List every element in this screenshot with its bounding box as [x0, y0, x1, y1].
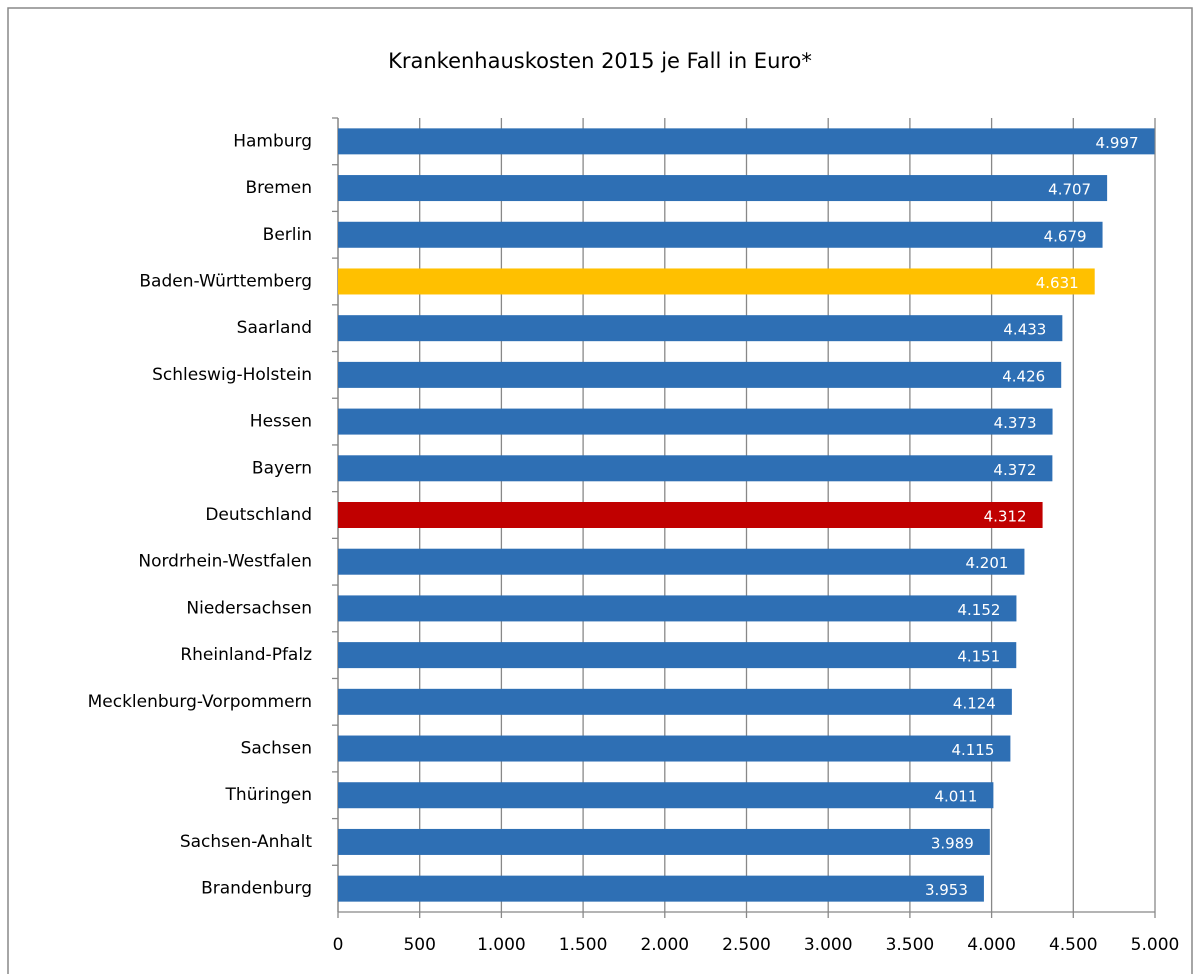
chart-frame — [7, 7, 1193, 974]
y-tick-label: Thüringen — [225, 785, 312, 805]
y-tick-label: Sachsen — [241, 739, 312, 759]
x-tick-label: 3.500 — [886, 935, 935, 955]
value-label: 4.151 — [957, 648, 1000, 666]
bar — [338, 361, 1062, 388]
y-tick-label: Berlin — [263, 225, 312, 245]
x-tick-label: 2.000 — [640, 935, 689, 955]
y-tick-label: Rheinland-Pfalz — [180, 645, 312, 665]
bar — [338, 128, 1155, 155]
bar — [338, 408, 1053, 435]
value-label: 3.953 — [925, 881, 968, 899]
bar — [338, 642, 1017, 669]
value-label: 4.426 — [1002, 367, 1045, 385]
y-tick-label: Schleswig-Holstein — [152, 365, 312, 385]
y-tick-label: Nordrhein-Westfalen — [138, 552, 312, 572]
y-tick-label: Mecklenburg-Vorpommern — [88, 692, 312, 712]
y-tick-label: Bremen — [245, 178, 312, 198]
x-tick-label: 5.000 — [1131, 935, 1180, 955]
value-label: 3.989 — [931, 834, 974, 852]
y-tick-label: Sachsen-Anhalt — [180, 832, 312, 852]
bar — [338, 595, 1017, 622]
x-tick-label: 2.500 — [722, 935, 771, 955]
bar — [338, 315, 1063, 342]
y-tick-label: Bayern — [252, 458, 312, 478]
value-label: 4.115 — [951, 741, 994, 759]
bar — [338, 828, 990, 855]
y-tick-label: Saarland — [237, 318, 312, 338]
x-tick-label: 1.500 — [559, 935, 608, 955]
x-tick-label: 4.000 — [967, 935, 1016, 955]
value-label: 4.372 — [993, 461, 1036, 479]
bar — [338, 455, 1053, 482]
value-label: 4.312 — [984, 508, 1027, 526]
y-tick-label: Hamburg — [233, 131, 312, 151]
y-tick-label: Brandenburg — [201, 879, 312, 899]
value-label: 4.679 — [1044, 227, 1087, 245]
y-tick-label: Deutschland — [205, 505, 312, 525]
value-label: 4.124 — [953, 694, 996, 712]
bar — [338, 735, 1011, 762]
value-label: 4.631 — [1036, 274, 1079, 292]
bar — [338, 875, 984, 902]
x-tick-label: 4.500 — [1049, 935, 1098, 955]
bar — [338, 782, 994, 809]
value-label: 4.201 — [965, 554, 1008, 572]
value-label: 4.433 — [1003, 321, 1046, 339]
value-label: 4.373 — [994, 414, 1037, 432]
x-tick-label: 3.000 — [804, 935, 853, 955]
x-tick-label: 0 — [333, 935, 344, 955]
bar — [338, 268, 1095, 295]
bar — [338, 502, 1043, 528]
bar — [338, 175, 1108, 202]
y-tick-label: Baden-Württemberg — [139, 271, 312, 291]
y-tick-label: Niedersachsen — [186, 598, 312, 618]
value-label: 4.152 — [957, 601, 1000, 619]
value-label: 4.707 — [1048, 181, 1091, 199]
y-tick-label: Hessen — [250, 412, 312, 432]
bar — [338, 688, 1012, 715]
bar — [338, 548, 1025, 575]
value-label: 4.997 — [1096, 134, 1139, 152]
x-tick-label: 1.000 — [477, 935, 526, 955]
bar — [338, 221, 1103, 248]
x-tick-label: 500 — [403, 935, 435, 955]
value-label: 4.011 — [934, 788, 977, 806]
chart-title: Krankenhauskosten 2015 je Fall in Euro* — [388, 49, 812, 73]
